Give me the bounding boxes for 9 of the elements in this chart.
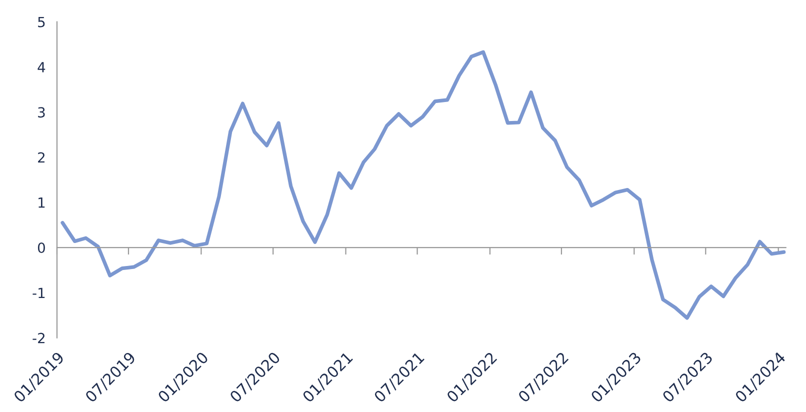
y-tick-label: 0 (38, 242, 45, 254)
y-tick-label: -1 (32, 288, 45, 298)
y-tick-label: 5 (38, 16, 45, 28)
y-tick-label: 3 (38, 107, 45, 118)
line-series (60, 50, 786, 320)
y-tick-label: 2 (38, 152, 44, 163)
y-tick-label: 1 (38, 198, 45, 208)
y-tick-label: 4 (38, 62, 46, 72)
y-tick-label: -2 (32, 332, 44, 344)
